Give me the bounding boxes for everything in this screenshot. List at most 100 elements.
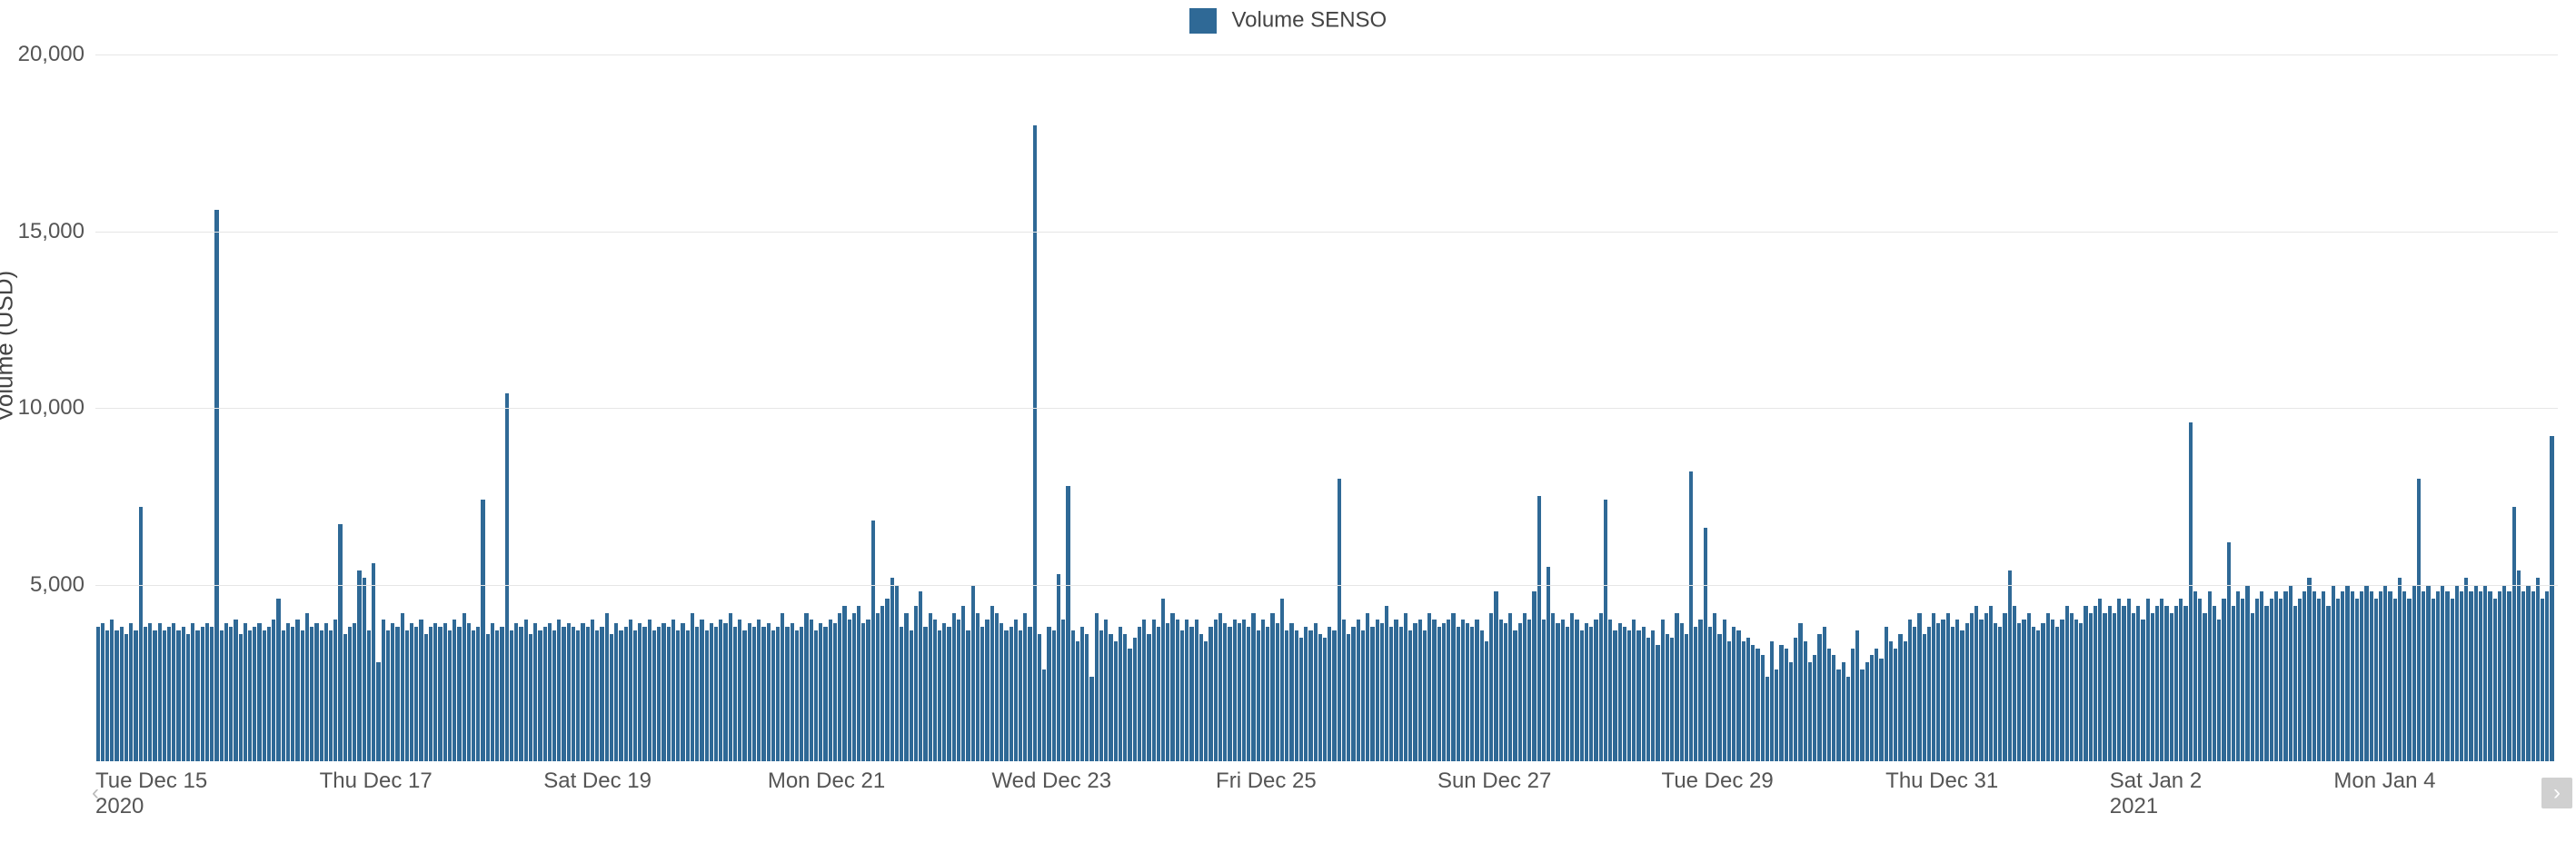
volume-bar (2374, 599, 2378, 761)
volume-bar (814, 630, 818, 761)
volume-bar (719, 620, 722, 761)
volume-bar (985, 620, 989, 761)
volume-bar (2155, 606, 2159, 761)
volume-bar (1251, 613, 1255, 761)
volume-bar (338, 524, 342, 761)
volume-bar (624, 627, 628, 761)
volume-bar (1694, 627, 1697, 761)
volume-bar (1551, 613, 1555, 761)
volume-bar (866, 620, 870, 761)
volume-bar (1779, 645, 1783, 761)
volume-bar (1817, 634, 1821, 761)
volume-bar (1556, 623, 1559, 761)
volume-bar (1076, 641, 1079, 761)
volume-bar (305, 613, 309, 761)
volume-bar (1189, 627, 1193, 761)
volume-bar (1566, 627, 1569, 761)
volume-bar (234, 620, 237, 761)
volume-bar (638, 623, 642, 761)
volume-bar (448, 630, 452, 761)
volume-bar (1461, 620, 1465, 761)
volume-bar (810, 620, 813, 761)
volume-bar (842, 606, 846, 761)
volume-bar (438, 627, 442, 761)
volume-bar (2136, 606, 2140, 761)
volume-bar (1794, 638, 1797, 761)
volume-bar (2117, 599, 2121, 761)
volume-bar (1836, 669, 1840, 761)
volume-bar (1019, 630, 1022, 761)
volume-bar (1708, 627, 1712, 761)
volume-bar (2279, 599, 2283, 761)
volume-bar (1618, 623, 1622, 761)
volume-bar (710, 623, 713, 761)
volume-bar (167, 627, 171, 761)
volume-bar (652, 630, 656, 761)
volume-bar (2526, 585, 2530, 762)
volume-bar (2274, 591, 2278, 761)
volume-bar (705, 630, 709, 761)
volume-bar (876, 613, 880, 761)
volume-bar (1276, 623, 1279, 761)
volume-bar (1480, 630, 1484, 761)
volume-bar (995, 613, 999, 761)
volume-bar (2541, 599, 2544, 761)
volume-bar (2307, 578, 2311, 761)
volume-bar (462, 613, 466, 761)
volume-bar (1508, 613, 1512, 761)
volume-bar (2065, 606, 2069, 761)
x-axis-tick-label: Mon Dec 21 (768, 769, 885, 794)
volume-bar (244, 623, 247, 761)
nav-next-button[interactable]: › (2541, 778, 2572, 808)
volume-bar (838, 613, 841, 761)
volume-bar (2393, 599, 2397, 761)
volume-bar (1736, 630, 1740, 761)
volume-bar (1208, 627, 1212, 761)
volume-bar (1798, 623, 1802, 761)
volume-bar (1599, 613, 1603, 761)
volume-bar (1561, 620, 1565, 761)
volume-bar (848, 620, 851, 761)
volume-bar (401, 613, 404, 761)
volume-bar (1318, 634, 1322, 761)
volume-bar (1266, 627, 1269, 761)
volume-bar (2502, 585, 2506, 762)
volume-bar (1642, 627, 1646, 761)
volume-bar (1865, 662, 1869, 761)
y-axis-tick-label: 10,000 (18, 395, 95, 421)
volume-bar (410, 623, 413, 761)
volume-bar (1542, 620, 1546, 761)
volume-bar (395, 627, 399, 761)
volume-bar (110, 620, 114, 761)
volume-bar (2260, 591, 2263, 761)
volume-bar (1010, 627, 1013, 761)
volume-bar (2008, 570, 2012, 761)
volume-bar (2322, 591, 2325, 761)
volume-bar (2536, 578, 2540, 761)
volume-bar (2222, 599, 2225, 761)
volume-bar (2474, 585, 2478, 762)
volume-bar (186, 634, 190, 761)
volume-bar (771, 630, 775, 761)
volume-bar (1223, 623, 1227, 761)
volume-bar (1038, 634, 1041, 761)
volume-bar (2360, 591, 2363, 761)
volume-bar (324, 623, 328, 761)
gridline (95, 408, 2558, 409)
volume-bar (800, 627, 803, 761)
volume-bar (686, 630, 690, 761)
x-axis-tick-label: Tue Dec 152020 (95, 769, 207, 819)
volume-bar (1170, 613, 1174, 761)
volume-bar (610, 634, 613, 761)
volume-bar (1485, 641, 1488, 761)
volume-bar (467, 623, 471, 761)
volume-bar (1142, 620, 1146, 761)
volume-bar (1457, 627, 1460, 761)
volume-bar (134, 630, 137, 761)
nav-prev-button[interactable]: ‹ (80, 778, 111, 808)
volume-bar (2312, 591, 2316, 761)
volume-bar (210, 627, 214, 761)
volume-bar (1889, 641, 1893, 761)
volume-bar (857, 606, 860, 761)
volume-bar (1437, 627, 1441, 761)
